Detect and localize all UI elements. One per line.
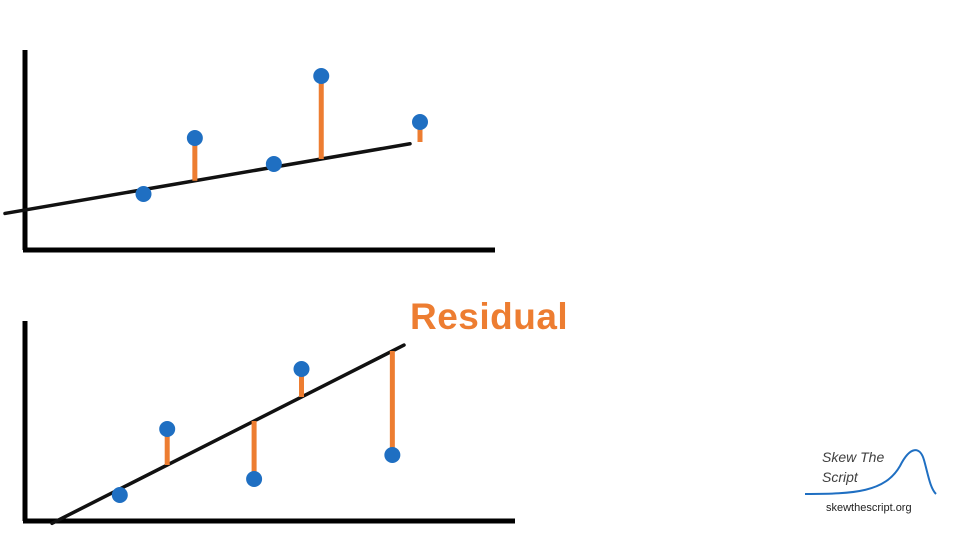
regression-line bbox=[50, 343, 406, 526]
data-point bbox=[265, 156, 282, 172]
data-point bbox=[159, 421, 176, 437]
data-point bbox=[135, 186, 152, 202]
data-point bbox=[412, 114, 428, 130]
data-point bbox=[246, 471, 263, 487]
residual-label: Residual bbox=[410, 296, 569, 337]
logo-line-1: Skew The bbox=[822, 449, 885, 465]
bottom-plot bbox=[22, 321, 515, 526]
skew-the-script-logo: Skew The Script skewthescript.org bbox=[800, 440, 940, 530]
logo-line-2: Script bbox=[822, 469, 858, 485]
data-point bbox=[313, 68, 330, 84]
regression-line bbox=[3, 141, 412, 216]
data-point bbox=[384, 447, 401, 463]
data-point bbox=[293, 361, 310, 377]
data-point bbox=[111, 487, 128, 503]
top-plot bbox=[3, 50, 495, 253]
bell-curve-icon bbox=[804, 449, 937, 495]
data-point bbox=[186, 130, 203, 146]
logo-url: skewthescript.org bbox=[826, 502, 912, 514]
